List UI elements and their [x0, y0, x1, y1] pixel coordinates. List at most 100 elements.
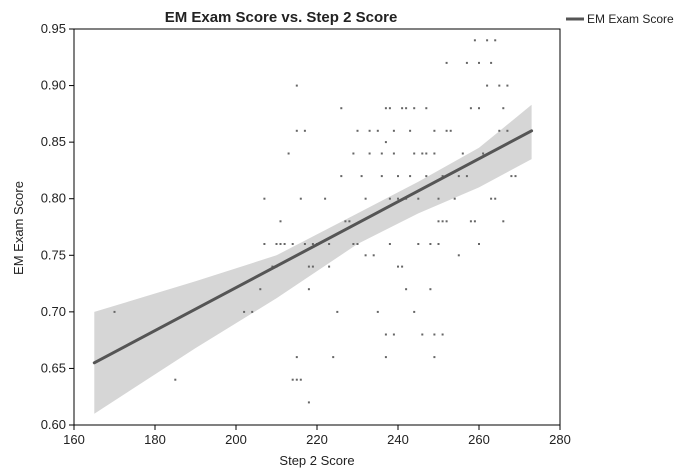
data-point [113, 310, 116, 313]
data-point [368, 152, 371, 155]
data-point [429, 243, 432, 245]
data-point [494, 39, 497, 42]
y-tick-label: 0.70 [41, 304, 66, 319]
data-point [445, 129, 448, 132]
data-point [344, 220, 347, 223]
confidence-band [94, 104, 532, 414]
data-point [259, 288, 262, 291]
x-tick-label: 280 [549, 432, 571, 447]
data-point [307, 288, 310, 291]
data-point [498, 84, 501, 87]
y-axis-ticks: 0.60 0.65 0.70 0.75 0.80 0.85 0.90 0.95 [41, 21, 74, 432]
data-point [275, 243, 278, 245]
x-tick-label: 220 [306, 432, 328, 447]
data-point [502, 107, 505, 110]
y-tick-label: 0.80 [41, 191, 66, 206]
data-point [392, 152, 395, 155]
data-point [413, 152, 416, 155]
data-point [380, 175, 383, 178]
data-point [291, 243, 294, 245]
data-point [473, 39, 476, 42]
data-point [433, 356, 436, 359]
data-point [295, 378, 298, 381]
data-point [376, 129, 379, 132]
data-point [397, 175, 399, 178]
data-point [486, 84, 489, 87]
data-point [388, 197, 391, 200]
data-point [360, 175, 363, 178]
data-point [328, 243, 331, 245]
x-tick-label: 240 [387, 432, 409, 447]
data-point [437, 197, 440, 200]
y-tick-label: 0.90 [41, 78, 66, 93]
data-point [340, 175, 343, 178]
x-tick-label: 200 [225, 432, 247, 447]
x-tick-label: 260 [468, 432, 490, 447]
data-point [502, 220, 505, 223]
chart-title: EM Exam Score vs. Step 2 Score [165, 9, 398, 26]
data-point [409, 129, 412, 132]
data-point [473, 220, 476, 223]
data-point [271, 265, 274, 268]
y-tick-label: 0.85 [41, 134, 66, 149]
data-point [303, 129, 306, 132]
data-point [490, 197, 493, 200]
data-point [465, 175, 468, 178]
data-point [429, 288, 432, 291]
data-point [433, 152, 436, 155]
data-point [352, 152, 355, 155]
data-point [384, 333, 387, 336]
data-point [340, 107, 343, 110]
data-point [437, 243, 440, 245]
data-point [364, 254, 367, 257]
data-point [324, 197, 327, 200]
data-point [413, 107, 416, 110]
data-point [388, 243, 391, 245]
data-point [478, 107, 480, 110]
x-axis-title: Step 2 Score [279, 453, 354, 468]
data-point [498, 129, 501, 132]
data-point [279, 243, 282, 245]
data-point [465, 61, 468, 64]
x-axis-ticks: 160 180 200 220 240 260 280 [63, 425, 571, 447]
data-point [421, 333, 424, 336]
data-point [279, 220, 282, 223]
data-point [174, 378, 177, 381]
data-point [482, 152, 485, 155]
data-point [352, 243, 355, 245]
data-point [251, 310, 254, 313]
data-point [263, 197, 266, 200]
data-point [372, 254, 375, 257]
data-point [384, 141, 387, 144]
data-point [405, 107, 408, 110]
data-point [425, 152, 428, 155]
legend-label: EM Exam Score [587, 12, 674, 26]
data-point [392, 129, 395, 132]
data-point [311, 265, 314, 268]
data-point [299, 378, 302, 381]
data-point [397, 197, 399, 200]
data-point [299, 197, 302, 200]
data-point [295, 356, 298, 359]
data-point [356, 129, 359, 132]
data-point [433, 129, 436, 132]
data-point [336, 310, 339, 313]
x-tick-label: 180 [144, 432, 166, 447]
data-point [425, 175, 428, 178]
data-point [348, 220, 351, 223]
data-point [514, 175, 517, 178]
data-point [303, 243, 306, 245]
data-point [445, 61, 448, 64]
data-point [401, 107, 404, 110]
legend: EM Exam Score [566, 12, 674, 26]
data-point [461, 152, 464, 155]
confidence-band-layer [94, 104, 532, 414]
data-point [457, 175, 460, 178]
data-point [287, 152, 290, 155]
data-point [478, 243, 480, 245]
data-point [356, 243, 359, 245]
data-point [409, 175, 412, 178]
y-tick-label: 0.60 [41, 417, 66, 432]
data-point [388, 107, 391, 110]
